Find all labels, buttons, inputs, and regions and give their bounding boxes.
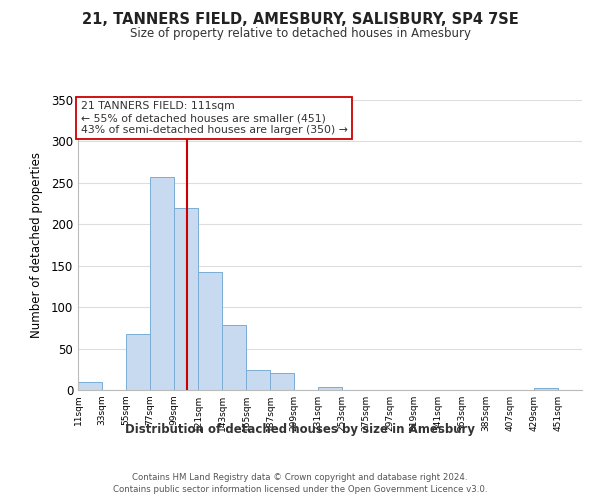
Text: 21, TANNERS FIELD, AMESBURY, SALISBURY, SP4 7SE: 21, TANNERS FIELD, AMESBURY, SALISBURY, … xyxy=(82,12,518,28)
Text: 21 TANNERS FIELD: 111sqm
← 55% of detached houses are smaller (451)
43% of semi-: 21 TANNERS FIELD: 111sqm ← 55% of detach… xyxy=(80,102,347,134)
Text: Size of property relative to detached houses in Amesbury: Size of property relative to detached ho… xyxy=(130,28,470,40)
Bar xyxy=(535,388,557,390)
Y-axis label: Number of detached properties: Number of detached properties xyxy=(29,152,43,338)
Bar xyxy=(199,272,221,390)
Text: Distribution of detached houses by size in Amesbury: Distribution of detached houses by size … xyxy=(125,422,475,436)
Bar xyxy=(127,334,149,390)
Bar xyxy=(271,374,293,390)
Bar xyxy=(223,324,245,390)
Text: Contains public sector information licensed under the Open Government Licence v3: Contains public sector information licen… xyxy=(113,485,487,494)
Bar xyxy=(175,208,197,390)
Bar xyxy=(319,386,341,390)
Bar xyxy=(247,370,269,390)
Text: Contains HM Land Registry data © Crown copyright and database right 2024.: Contains HM Land Registry data © Crown c… xyxy=(132,472,468,482)
Bar xyxy=(151,177,173,390)
Bar xyxy=(79,382,101,390)
